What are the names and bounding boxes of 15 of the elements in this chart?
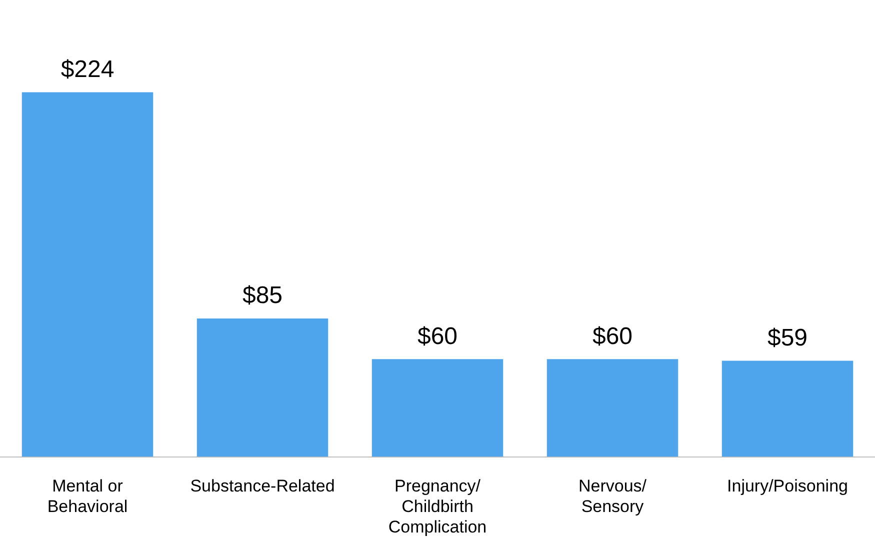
x-tick-label: Substance-Related — [190, 476, 335, 496]
bar — [372, 359, 504, 457]
data-label: $224 — [60, 56, 114, 83]
x-tick-label: Pregnancy/Childbirth Complication — [388, 476, 487, 536]
x-tick-label: Mental or Behavioral — [47, 476, 128, 516]
data-label: $60 — [417, 322, 458, 350]
x-tick-label: Nervous/Sensory — [578, 476, 647, 516]
bar — [22, 92, 154, 457]
data-label: $60 — [592, 322, 633, 350]
data-label: $59 — [767, 324, 808, 352]
bar — [722, 360, 854, 457]
x-tick-label: Injury/Poisoning — [727, 476, 848, 496]
bar — [196, 318, 328, 457]
bar — [546, 359, 678, 457]
data-label: $85 — [242, 282, 283, 310]
